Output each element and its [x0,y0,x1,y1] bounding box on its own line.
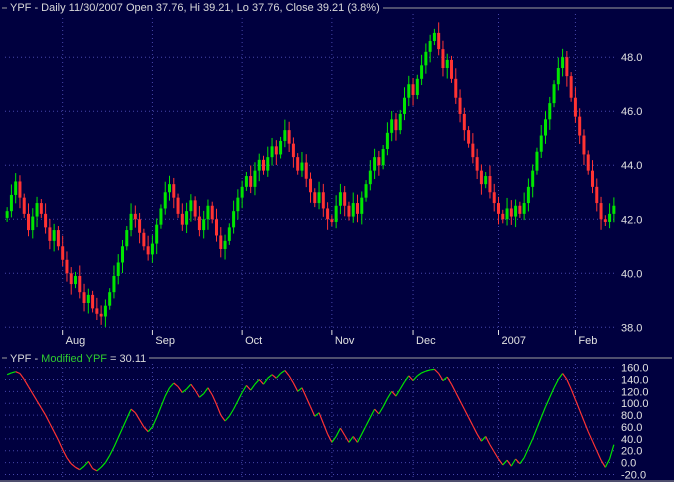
indicator-y-tick-label: 160.0 [621,363,649,375]
month-label: Aug [66,335,86,347]
candlestick-series [5,22,616,328]
indicator-plot-area[interactable] [5,364,616,478]
price-plot-area[interactable] [5,14,616,330]
month-label: Nov [335,335,355,347]
price-y-tick-label: 48.0 [621,52,642,64]
indicator-title-name: Modified YPF [41,353,107,365]
indicator-y-tick-label: 20.0 [621,446,642,458]
price-y-tick-label: 38.0 [621,322,642,334]
price-y-tick-label: 40.0 [621,268,642,280]
indicator-y-tick-label: 0.0 [621,458,636,470]
indicator-y-tick-label: 40.0 [621,434,642,446]
price-x-axis-labels: Aug Sep Oct Nov Dec 2007 Feb [62,330,597,347]
indicator-line-series [6,368,615,472]
month-label: 2007 [502,335,526,347]
indicator-title-value: = 30.11 [107,353,147,365]
indicator-y-tick-label: 140.0 [621,374,649,386]
indicator-y-tick-label: 100.0 [621,398,649,410]
price-y-tick-label: 46.0 [621,106,642,118]
price-y-axis-labels: 38.0 40.0 42.0 44.0 46.0 48.0 [621,52,642,334]
month-label: Dec [416,335,436,347]
price-chart-canvas[interactable]: 38.0 40.0 42.0 44.0 46.0 48.0 Aug Sep Oct Nov Dec 2… [0,0,674,352]
indicator-y-tick-label: -20.0 [621,469,646,481]
price-grid [5,14,616,330]
indicator-panel-title: YPF - Modified YPF = 30.11 [7,353,150,366]
indicator-chart-canvas[interactable]: 160.0140.0120.0100.080.060.040.020.00.0-… [0,352,674,482]
price-panel-title: YPF - Daily 11/30/2007 Open 37.76, Hi 39… [7,2,383,15]
indicator-y-axis-labels: 160.0140.0120.0100.080.060.040.020.00.0-… [621,363,649,482]
price-y-tick-label: 44.0 [621,160,642,172]
indicator-title-symbol: YPF - [10,353,42,365]
price-title-text: YPF - Daily 11/30/2007 Open 37.76, Hi 39… [10,2,380,14]
indicator-y-tick-label: 120.0 [621,386,649,398]
indicator-y-tick-label: 80.0 [621,410,642,422]
indicator-grid [5,364,616,478]
month-label: Feb [578,335,597,347]
price-y-tick-label: 42.0 [621,214,642,226]
month-label: Sep [155,335,175,347]
month-label: Oct [245,335,262,347]
indicator-y-tick-label: 60.0 [621,422,642,434]
